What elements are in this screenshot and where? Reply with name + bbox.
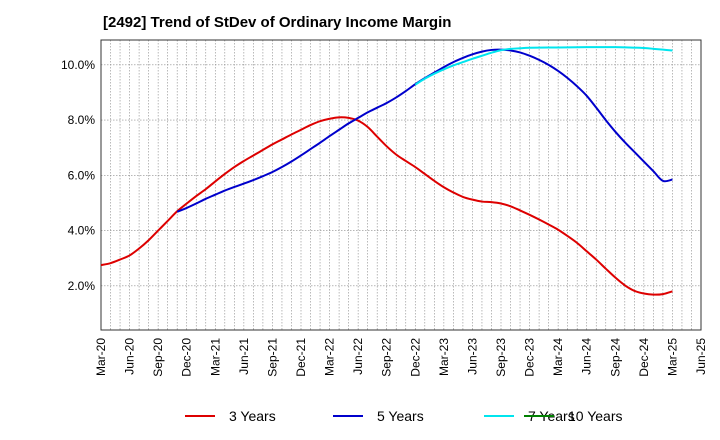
chart-title: [2492] Trend of StDev of Ordinary Income… bbox=[103, 14, 452, 31]
x-tick-label: Jun-25 bbox=[694, 338, 708, 375]
legend-label: 10 Years bbox=[568, 408, 623, 424]
x-tick-label: Jun-21 bbox=[237, 338, 251, 375]
x-tick-label: Dec-20 bbox=[180, 338, 194, 377]
legend-item-10-years: 10 Years bbox=[524, 404, 623, 428]
x-tick-label: Sep-21 bbox=[265, 338, 279, 377]
y-tick-label: 4.0% bbox=[68, 224, 96, 238]
y-tick-label: 8.0% bbox=[68, 113, 96, 127]
x-tick-label: Dec-23 bbox=[523, 338, 537, 377]
x-tick-label: Jun-20 bbox=[123, 338, 137, 375]
x-tick-label: Jun-23 bbox=[465, 338, 479, 375]
x-tick-label: Sep-23 bbox=[494, 338, 508, 377]
series-layer bbox=[100, 46, 673, 296]
x-tick-label: Dec-24 bbox=[637, 338, 651, 377]
legend-label: 5 Years bbox=[377, 408, 424, 424]
x-tick-label: Mar-23 bbox=[437, 338, 451, 376]
x-tick-label: Mar-25 bbox=[665, 338, 679, 376]
x-tick-label: Mar-24 bbox=[551, 338, 565, 376]
series-line-7-years bbox=[414, 46, 673, 86]
x-tick-label: Sep-24 bbox=[608, 338, 622, 377]
x-tick-label: Jun-24 bbox=[580, 338, 594, 375]
legend-swatch bbox=[333, 415, 363, 417]
x-tick-label: Sep-20 bbox=[151, 338, 165, 377]
x-tick-label: Mar-21 bbox=[208, 338, 222, 376]
legend-item-3-years: 3 Years bbox=[185, 404, 276, 428]
x-axis-ticks: Mar-20 Jun-20 Sep-20 Dec-20 Mar-21 Jun-21 Sep-… bbox=[94, 338, 708, 377]
legend-swatch bbox=[524, 415, 554, 417]
y-tick-label: 2.0% bbox=[68, 279, 96, 293]
series-line-3-years bbox=[100, 116, 673, 296]
plot-frame bbox=[100, 39, 702, 331]
y-tick-label: 10.0% bbox=[61, 58, 95, 72]
x-tick-label: Jun-22 bbox=[351, 338, 365, 375]
legend-swatch bbox=[185, 415, 215, 417]
x-tick-label: Sep-22 bbox=[380, 338, 394, 377]
x-tick-label: Mar-22 bbox=[323, 338, 337, 376]
legend-item-5-years: 5 Years bbox=[333, 404, 424, 428]
legend-label: 3 Years bbox=[229, 408, 276, 424]
x-tick-label: Dec-21 bbox=[294, 338, 308, 377]
x-tick-label: Dec-22 bbox=[408, 338, 422, 377]
grid-layer bbox=[101, 40, 701, 330]
legend-swatch bbox=[484, 415, 514, 417]
legend: 3 Years 5 Years 7 Years 10 Years bbox=[0, 404, 720, 428]
y-tick-label: 6.0% bbox=[68, 168, 96, 182]
y-axis-ticks: 2.0% 4.0% 6.0% 8.0% 10.0% bbox=[61, 58, 95, 293]
x-tick-label: Mar-20 bbox=[94, 338, 108, 376]
